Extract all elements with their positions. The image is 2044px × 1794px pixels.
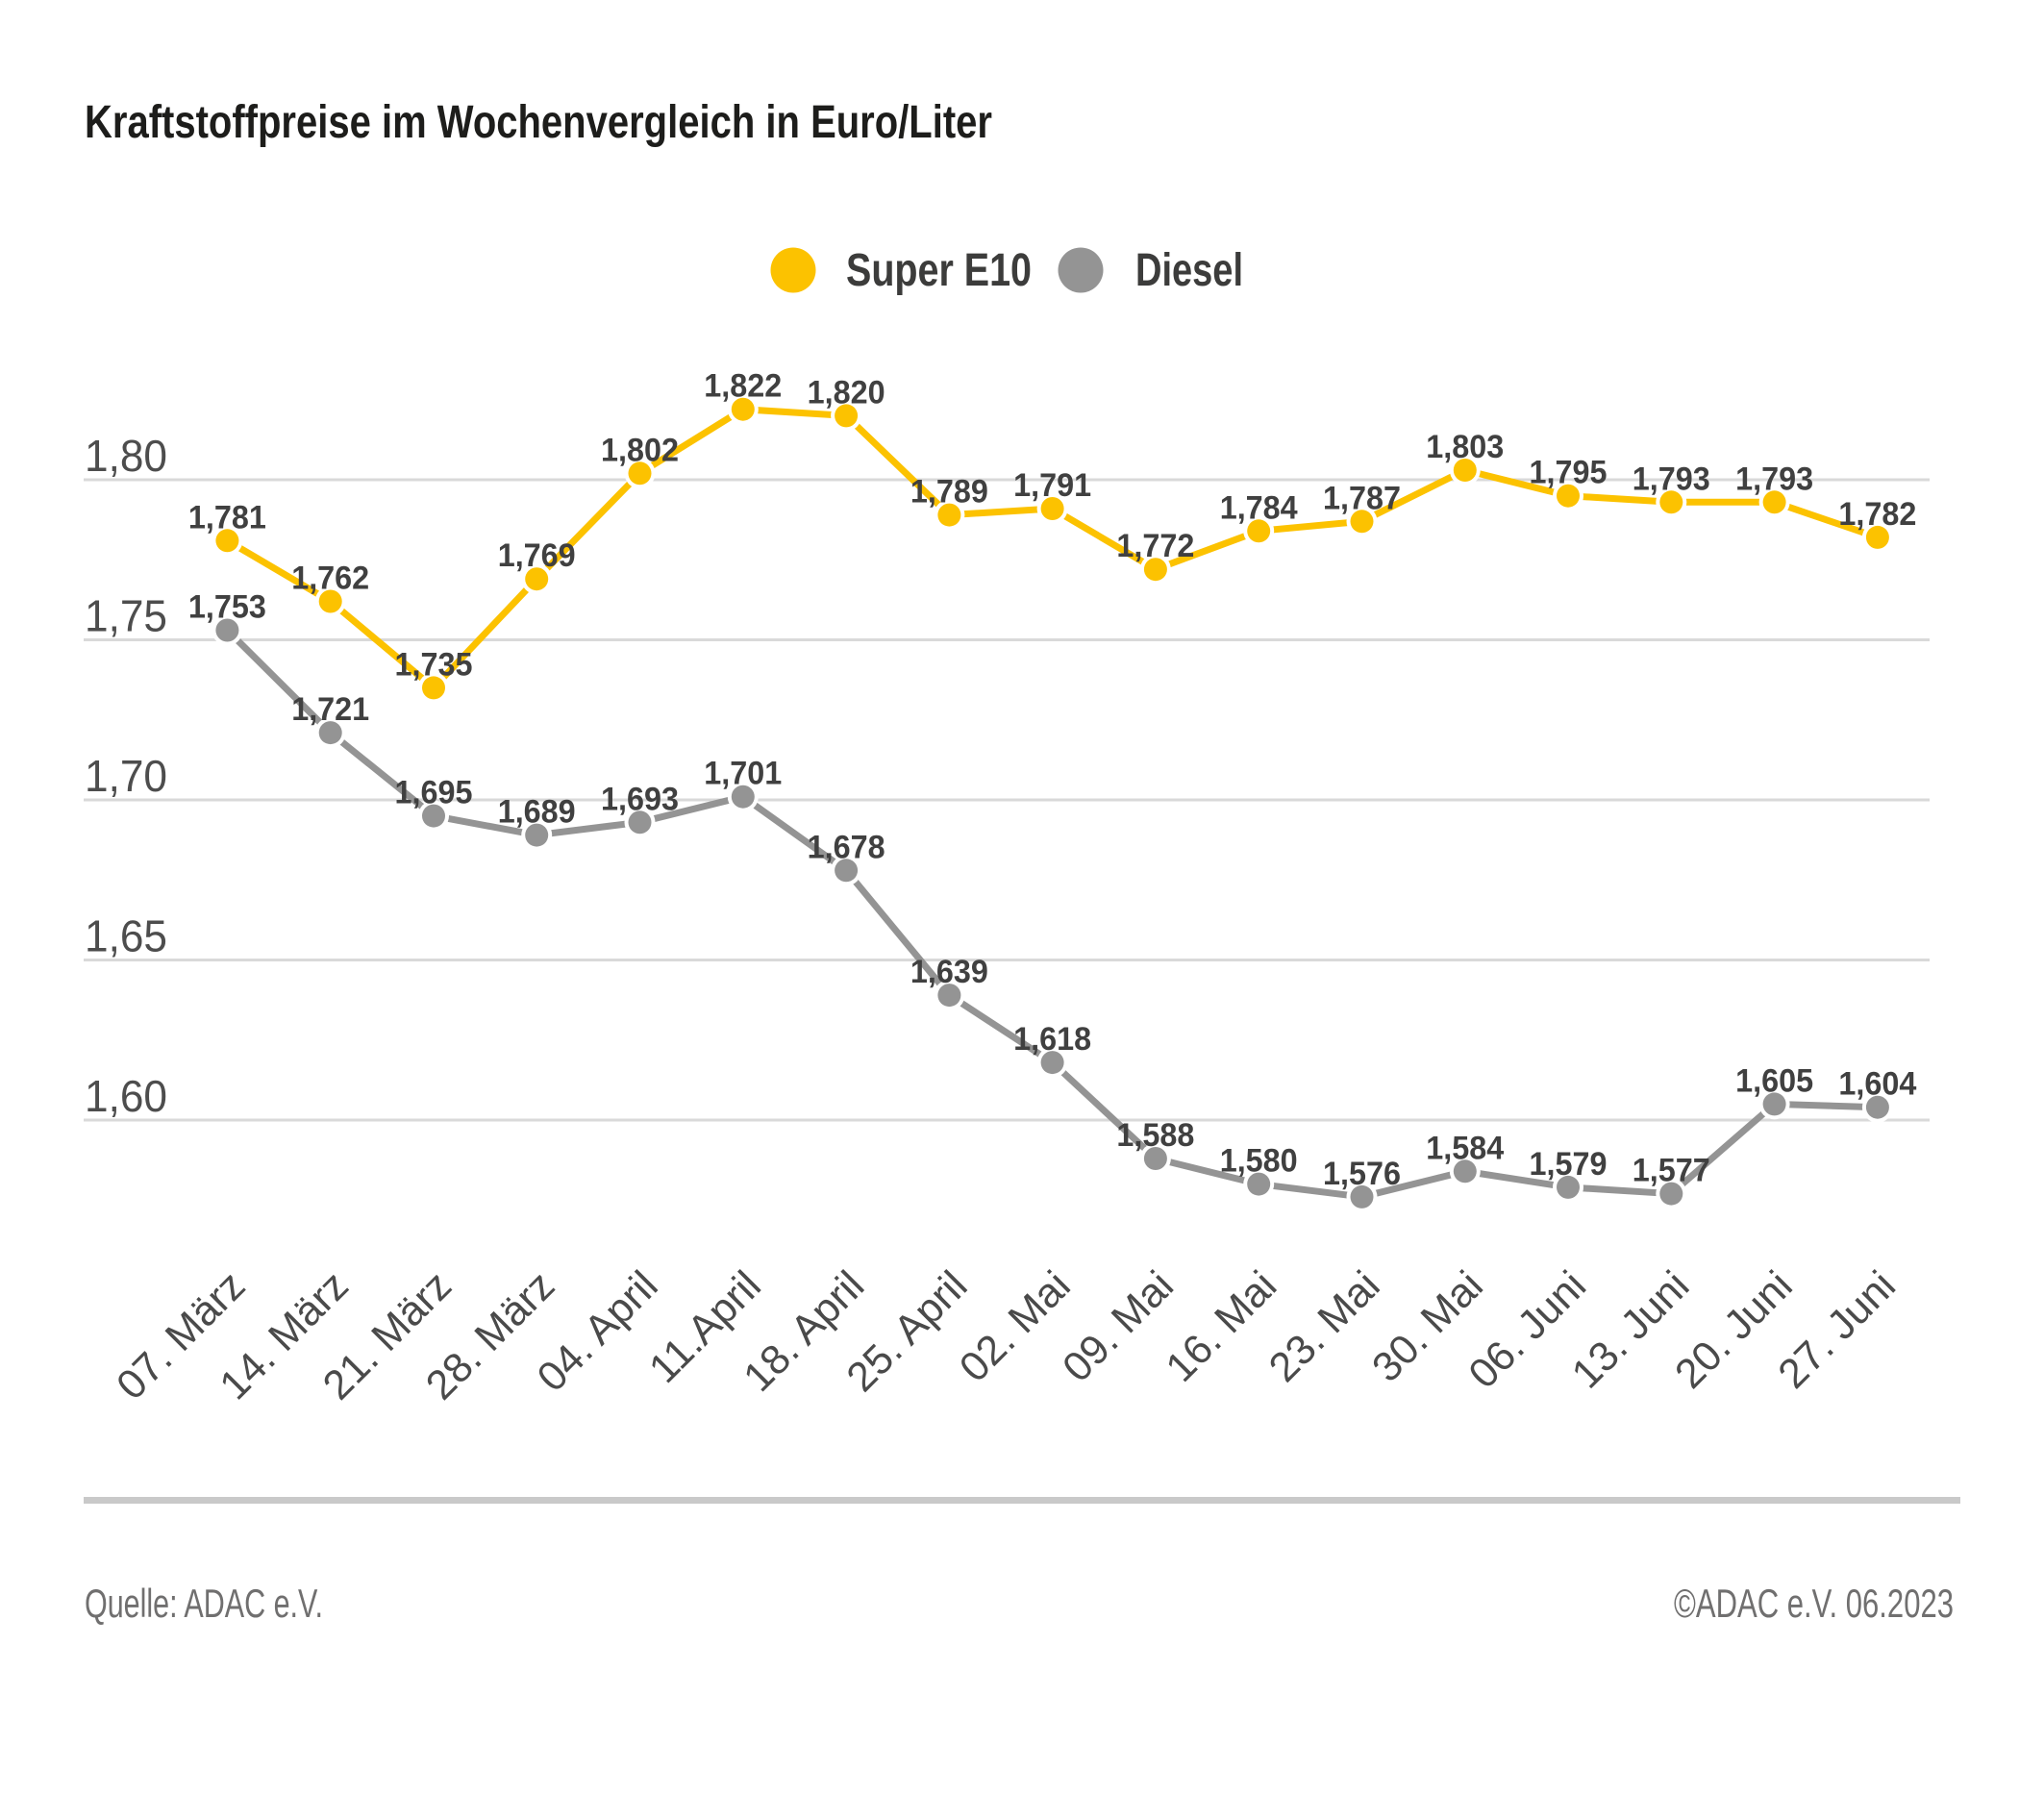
svg-text:1,769: 1,769: [498, 537, 576, 574]
svg-text:1,70: 1,70: [85, 751, 167, 801]
svg-text:1,580: 1,580: [1220, 1143, 1298, 1180]
svg-text:©ADAC e.V. 06.2023: ©ADAC e.V. 06.2023: [1674, 1581, 1954, 1626]
svg-text:1,577: 1,577: [1633, 1153, 1710, 1189]
svg-text:1,772: 1,772: [1116, 528, 1194, 564]
svg-text:1,701: 1,701: [704, 756, 782, 792]
svg-text:1,576: 1,576: [1323, 1156, 1401, 1192]
svg-text:1,678: 1,678: [808, 829, 885, 865]
svg-text:1,689: 1,689: [498, 794, 576, 831]
svg-text:1,80: 1,80: [85, 431, 167, 481]
svg-text:1,781: 1,781: [188, 499, 266, 536]
svg-text:1,793: 1,793: [1633, 461, 1710, 497]
svg-text:1,693: 1,693: [601, 781, 679, 817]
svg-text:1,791: 1,791: [1013, 467, 1091, 504]
svg-text:1,762: 1,762: [291, 561, 369, 597]
svg-text:1,721: 1,721: [291, 691, 369, 728]
svg-text:Super E10: Super E10: [846, 245, 1032, 296]
svg-text:1,782: 1,782: [1838, 496, 1916, 533]
svg-text:1,60: 1,60: [85, 1071, 167, 1121]
svg-text:1,65: 1,65: [85, 911, 167, 961]
svg-text:1,75: 1,75: [85, 591, 167, 641]
svg-text:1,604: 1,604: [1838, 1066, 1916, 1103]
svg-text:1,795: 1,795: [1530, 455, 1608, 491]
svg-text:1,605: 1,605: [1735, 1062, 1813, 1099]
svg-text:1,820: 1,820: [808, 374, 885, 411]
svg-text:1,803: 1,803: [1426, 429, 1504, 465]
svg-text:1,789: 1,789: [910, 474, 988, 511]
svg-text:1,579: 1,579: [1530, 1146, 1608, 1183]
svg-text:1,784: 1,784: [1220, 489, 1298, 526]
svg-text:1,793: 1,793: [1735, 461, 1813, 497]
svg-text:1,695: 1,695: [395, 775, 473, 811]
svg-text:1,822: 1,822: [704, 368, 782, 405]
svg-text:Diesel: Diesel: [1135, 245, 1243, 296]
svg-text:1,618: 1,618: [1013, 1021, 1091, 1058]
svg-text:1,584: 1,584: [1426, 1130, 1504, 1166]
svg-text:1,753: 1,753: [188, 589, 266, 626]
svg-text:1,802: 1,802: [601, 432, 679, 468]
svg-text:Quelle: ADAC e.V.: Quelle: ADAC e.V.: [85, 1581, 323, 1626]
svg-text:Kraftstoffpreise im Wochenverg: Kraftstoffpreise im Wochenvergleich in E…: [85, 97, 992, 148]
svg-text:1,588: 1,588: [1116, 1117, 1194, 1154]
svg-text:1,787: 1,787: [1323, 480, 1401, 516]
svg-text:1,639: 1,639: [910, 954, 988, 990]
svg-text:1,735: 1,735: [395, 646, 473, 683]
